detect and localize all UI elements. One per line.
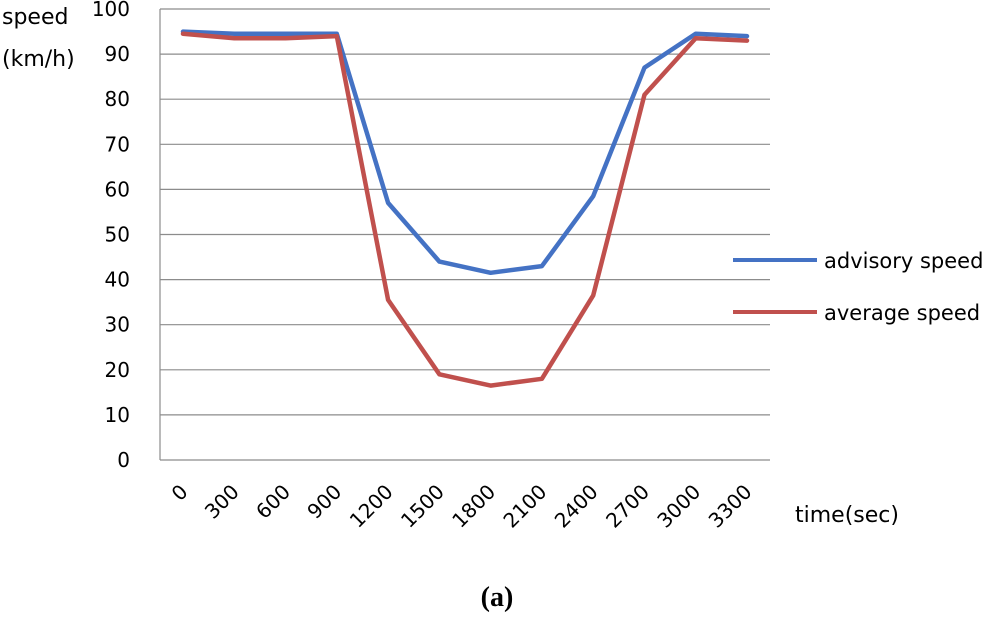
x-tick-label: 2700 [601, 480, 654, 533]
y-tick-label: 90 [105, 42, 130, 66]
y-tick-label: 40 [105, 268, 130, 292]
x-tick-label: 2400 [550, 480, 603, 533]
y-tick-label: 10 [105, 403, 130, 427]
x-tick-label: 600 [251, 480, 295, 524]
figure-caption: (a) [481, 582, 514, 613]
y-tick-labels: 0 10 20 30 40 50 60 70 80 90 100 [92, 0, 130, 472]
x-tick-label: 900 [302, 480, 346, 524]
x-tick-label: 3300 [704, 480, 757, 533]
legend-label-average: average speed [824, 301, 980, 325]
series-line-advisory-speed [183, 32, 747, 273]
y-tick-label: 80 [105, 87, 130, 111]
x-tick-label: 1200 [345, 480, 398, 533]
x-tick-label: 1800 [447, 480, 500, 533]
y-tick-label: 30 [105, 313, 130, 337]
x-tick-label: 0 [167, 480, 193, 506]
x-tick-label: 300 [200, 480, 244, 524]
x-axis-label: time(sec) [795, 503, 899, 528]
legend: advisory speed average speed [733, 249, 983, 325]
y-tick-label: 100 [92, 0, 130, 21]
y-axis-label-line2: (km/h) [2, 47, 75, 72]
y-tick-label: 0 [117, 448, 130, 472]
y-tick-label: 60 [105, 177, 130, 201]
y-tick-label: 20 [105, 358, 130, 382]
series-line-average-speed [183, 34, 747, 386]
x-tick-label: 2100 [498, 480, 551, 533]
y-tick-label: 50 [105, 223, 130, 247]
x-tick-label: 3000 [652, 480, 705, 533]
x-tick-label: 1500 [396, 480, 449, 533]
y-axis-label-line1: speed [2, 5, 68, 30]
series-lines [183, 31, 747, 385]
y-tick-label: 70 [105, 132, 130, 156]
legend-label-advisory: advisory speed [824, 249, 983, 273]
gridlines [160, 9, 770, 415]
